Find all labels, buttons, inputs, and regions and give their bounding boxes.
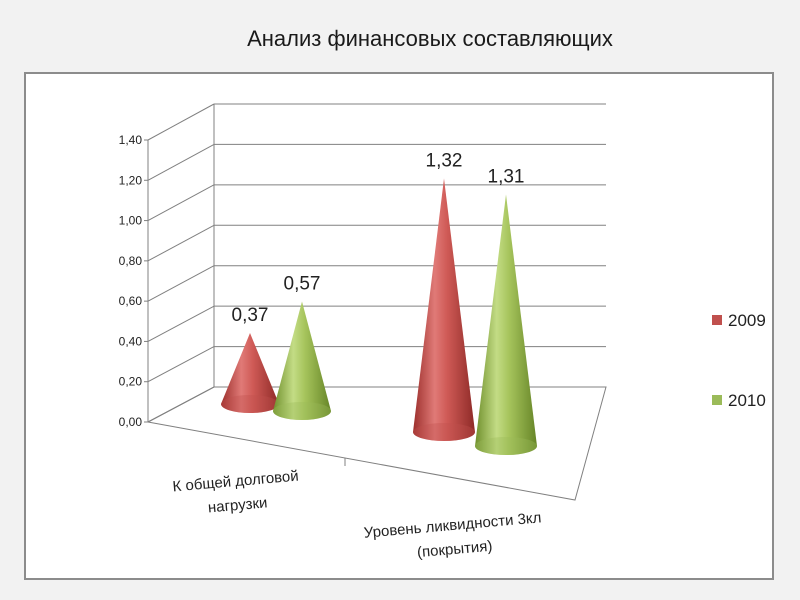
cone-body xyxy=(273,301,331,420)
slide-title: Анализ финансовых составляющих xyxy=(247,26,613,51)
y-tick-label: 0,00 xyxy=(119,415,143,429)
gridline-side xyxy=(147,346,215,383)
gridline-side xyxy=(147,143,215,181)
gridline-side xyxy=(147,103,215,141)
data-label: 0,57 xyxy=(284,274,321,295)
floor-plane xyxy=(146,386,607,501)
cone-base-shadow xyxy=(413,423,475,441)
data-label: 0,37 xyxy=(232,305,269,326)
cone-2009-1 xyxy=(221,332,279,413)
marks-layer: 0,37 1,32 0,57 1,31 xyxy=(221,151,537,456)
cone-body xyxy=(413,178,475,441)
cone-2009-2 xyxy=(413,178,475,441)
y-tick-label: 0,20 xyxy=(119,375,143,389)
x-category-label: Уровень ликвидности 3кл(покрытия) xyxy=(363,509,542,562)
data-label: 1,31 xyxy=(488,166,525,187)
y-tick-label: 1,00 xyxy=(119,214,143,228)
y-tick-label: 1,40 xyxy=(119,133,143,147)
y-tick-label: 0,40 xyxy=(119,334,143,348)
cone-base-shadow xyxy=(475,437,537,455)
y-tick-label: 1,20 xyxy=(119,173,143,187)
x-tick-label: К общей долговой xyxy=(172,468,299,496)
legend-swatch-2009 xyxy=(712,315,722,325)
legend: 2009 2010 xyxy=(712,311,766,410)
legend-label-2009: 2009 xyxy=(728,311,766,330)
cone-2010-1 xyxy=(273,301,331,420)
x-tick-label: нагрузки xyxy=(207,494,268,516)
cone-base-shadow xyxy=(273,402,331,420)
data-label: 1,32 xyxy=(426,151,463,172)
x-tick-label: (покрытия) xyxy=(416,538,493,562)
cone-base-shadow xyxy=(221,395,279,413)
cone-body xyxy=(221,332,279,413)
y-tick-label: 0,80 xyxy=(119,254,143,268)
cone-2010-2 xyxy=(475,194,537,456)
axes-layer: 0,00 0,20 0,40 0,60 0,80 1,00 1,20 1,40 К общей … xyxy=(119,103,607,562)
gridline-side xyxy=(147,224,215,262)
gridline-side xyxy=(147,265,215,302)
gridline-side xyxy=(147,184,215,222)
legend-label-2010: 2010 xyxy=(728,391,766,410)
y-tick-label: 0,60 xyxy=(119,294,143,308)
gridline-side xyxy=(147,305,215,342)
cone-body xyxy=(475,194,537,456)
legend-swatch-2010 xyxy=(712,395,722,405)
chart-frame xyxy=(24,72,774,580)
x-tick-label: Уровень ликвидности 3кл xyxy=(363,509,542,541)
